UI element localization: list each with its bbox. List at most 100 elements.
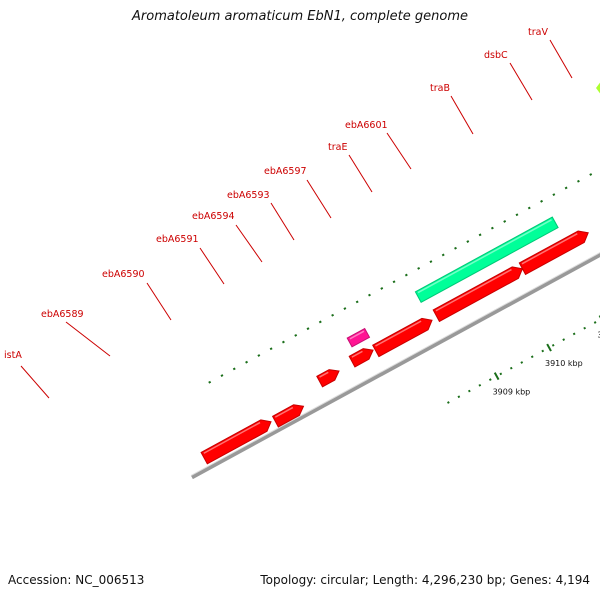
partial-gene-arrow[interactable]: [596, 80, 600, 96]
outer-track-dot: [589, 173, 593, 176]
gene-label-traE[interactable]: traE: [328, 142, 347, 153]
feature-ebA6589-shine: [417, 219, 552, 294]
outer-track-dot: [257, 354, 261, 357]
gene-arrow-shine: [203, 421, 261, 454]
outer-track-dot: [294, 333, 298, 337]
outer-track-dot: [331, 313, 335, 317]
gene-arrow-shine: [375, 320, 422, 347]
ruler-major-tick: [493, 372, 500, 381]
gene-label-ebA6590[interactable]: ebA6590: [102, 269, 145, 280]
ruler-dot: [499, 372, 503, 376]
gene-arrow[interactable]: [372, 317, 433, 358]
ruler-dot: [478, 383, 482, 387]
leader-line-ebA6590: [146, 282, 172, 321]
ruler-dot: [583, 326, 587, 330]
gene-arrow-body: [348, 348, 374, 368]
gene-label-ebA6591[interactable]: ebA6591: [156, 234, 199, 245]
outer-track-dot: [306, 327, 310, 331]
ruler-dot: [509, 366, 513, 370]
leader-line-istA: [20, 365, 50, 399]
gene-arrow-body: [200, 419, 272, 465]
gene-label-ebA6597[interactable]: ebA6597: [264, 166, 307, 177]
outer-track-dot: [454, 246, 457, 250]
gene-label-ebA6601[interactable]: ebA6601: [345, 120, 388, 131]
gene-arrow-shine: [274, 406, 294, 418]
outer-track-dot: [552, 193, 556, 197]
leader-line-ebA6593: [270, 202, 295, 241]
gene-arrow[interactable]: [316, 369, 340, 388]
gene-arrow-shine: [521, 233, 578, 265]
outer-track-dot: [441, 253, 445, 257]
feature-istA-body: [346, 327, 371, 348]
ruler-dot: [447, 401, 450, 404]
ruler-dot: [541, 349, 545, 353]
genome-summary-text: Topology: circular; Length: 4,296,230 bp…: [260, 573, 590, 587]
outer-track-dot: [368, 293, 371, 297]
gene-arrow-body: [518, 230, 589, 276]
gene-label-traV[interactable]: traV: [528, 27, 548, 38]
accession-text: Accession: NC_006513: [8, 573, 145, 587]
gene-label-ebA6594[interactable]: ebA6594: [192, 211, 235, 222]
gene-arrow-body: [271, 404, 305, 428]
gene-arrow[interactable]: [271, 404, 305, 428]
gene-arrow[interactable]: [518, 230, 589, 276]
outer-track-dot: [490, 226, 494, 230]
feature-ebA6589[interactable]: [414, 216, 559, 303]
leader-line-dsbC: [509, 62, 533, 101]
outer-track-dot: [564, 186, 568, 190]
ruler-dot: [530, 355, 534, 359]
outer-track-dot: [318, 320, 322, 324]
ruler-tick-label: 3911 kbp: [597, 331, 600, 340]
gene-arrow-body: [372, 317, 433, 358]
gene-arrow-shine: [351, 350, 363, 358]
feature-istA[interactable]: [346, 327, 371, 348]
outer-track-dot: [392, 280, 396, 284]
leader-line-ebA6589: [65, 321, 111, 357]
outer-track-dot: [478, 233, 482, 237]
outer-track-dot: [429, 260, 433, 264]
gene-arrow[interactable]: [432, 266, 524, 323]
ruler-dot: [562, 338, 566, 341]
feature-ebA6589-body: [414, 216, 559, 303]
outer-track-dot: [355, 300, 359, 304]
ruler-dot: [467, 389, 471, 393]
outer-track-dot: [380, 287, 384, 290]
gene-arrow-shine: [319, 371, 329, 378]
gene-arrow-shine: [435, 268, 512, 312]
leader-line-ebA6601: [386, 132, 412, 170]
feature-istA-shine: [349, 330, 365, 340]
ruler-dot: [551, 343, 555, 347]
ruler-dot: [520, 361, 524, 364]
gene-label-traB[interactable]: traB: [430, 83, 450, 94]
gene-label-dsbC[interactable]: dsbC: [484, 50, 508, 61]
backbone-layer: [190, 252, 600, 480]
outer-track-dot: [208, 380, 212, 384]
outer-track-dot: [220, 374, 224, 377]
leader-line-traV: [549, 39, 573, 79]
outer-track-dot: [576, 179, 580, 183]
gene-label-layer: istA ebA6589 ebA6590 ebA6591 ebA6594 ebA6593 e…: [4, 27, 573, 399]
ruler-dot: [488, 378, 492, 381]
outer-track-dot: [540, 199, 543, 203]
outer-track-dot: [503, 220, 507, 223]
gene-label-ebA6589[interactable]: ebA6589: [41, 309, 84, 320]
leader-line-traE: [348, 154, 373, 193]
outer-track-dot: [527, 206, 531, 210]
leader-line-ebA6591: [199, 247, 225, 285]
outer-track-dot: [232, 367, 236, 371]
outer-track-dot: [245, 360, 248, 364]
gene-label-istA[interactable]: istA: [4, 350, 22, 361]
leader-line-ebA6597: [306, 179, 332, 219]
ruler-major-tick: [546, 343, 552, 352]
gene-arrow-body: [316, 369, 340, 388]
gene-arrow[interactable]: [200, 419, 272, 465]
leader-line-ebA6594: [235, 224, 263, 263]
map-title: Aromatoleum aromaticum EbN1, complete ge…: [132, 9, 468, 24]
outer-track-dot: [466, 240, 470, 243]
gene-arrow[interactable]: [348, 348, 374, 368]
ruler-tick-label: 3910 kbp: [545, 359, 583, 368]
outer-track-dot: [417, 266, 421, 270]
gene-label-ebA6593[interactable]: ebA6593: [227, 190, 270, 201]
